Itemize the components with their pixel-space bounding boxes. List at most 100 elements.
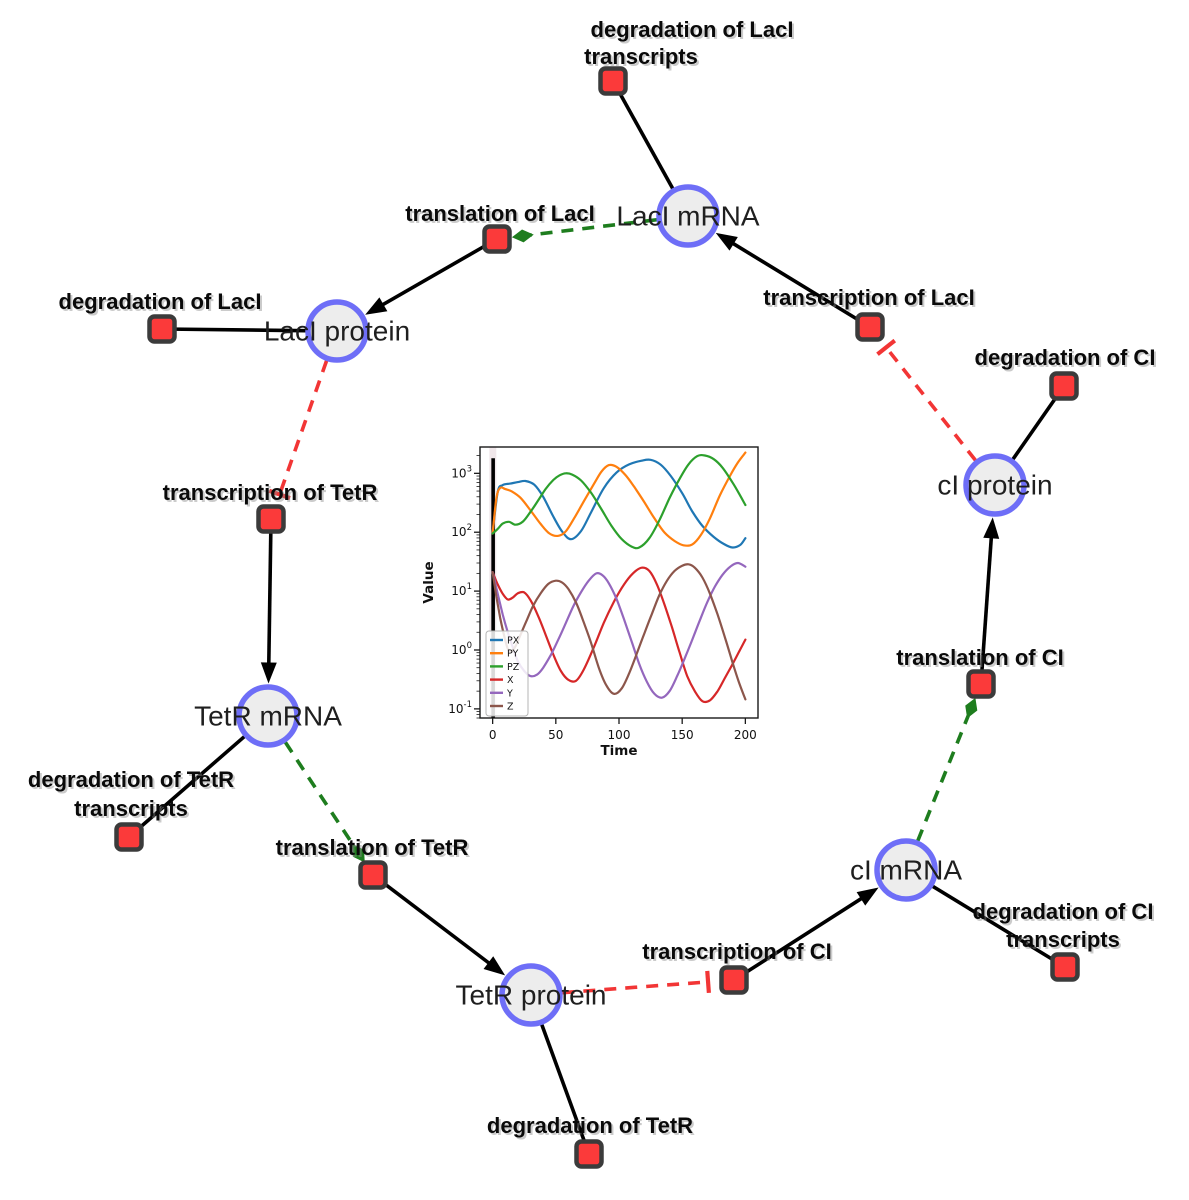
chart-series-PX xyxy=(491,458,747,549)
edge-tetr-mrna-tx-tetr xyxy=(260,518,277,684)
reaction-node-deg-laci[interactable] xyxy=(147,314,177,344)
chart-series-group xyxy=(491,451,747,704)
species-label-laci-mrna: LacI mRNA xyxy=(616,201,759,232)
edge-laci-mrna-transl-laci xyxy=(511,217,657,243)
chart-series-Z xyxy=(491,563,747,701)
reaction-label-deg-tetr-tx-line1: degradation of TetR xyxy=(28,767,234,792)
edge-tetr-protein-transl-tetr xyxy=(371,873,506,976)
reaction-node-deg-laci-tx[interactable] xyxy=(598,66,628,96)
reaction-node-deg-tetr-tx[interactable] xyxy=(114,822,144,852)
chart-y-axis: 10-1 100 101 102 103 xyxy=(448,455,480,719)
species-node-laci-protein[interactable] xyxy=(305,299,369,363)
arrowhead-icon xyxy=(483,956,506,976)
reaction-node-deg-ci-tx[interactable] xyxy=(1050,952,1080,982)
species-label-tetr-mrna: TetR mRNA xyxy=(194,701,342,732)
arrowhead-icon xyxy=(365,297,388,315)
reaction-label-tx-laci-line1: transcription of LacI xyxy=(763,285,974,310)
reaction-label-transl-ci-line1: translation of CI xyxy=(896,645,1063,670)
chart-series-PY xyxy=(491,451,747,547)
reaction-node-transl-laci[interactable] xyxy=(482,224,512,254)
inhibition-tee-icon xyxy=(876,338,897,356)
chart-legend-label-Z: Z xyxy=(507,702,514,713)
chart-x-tick-200: 200 xyxy=(734,728,757,742)
modifier-arrowhead-icon xyxy=(965,697,978,719)
edge-ci-protein-transl-ci xyxy=(979,517,1000,685)
edge-laci-mrna-deg-laci-tx xyxy=(611,80,675,190)
edge-tetr-mrna-transl-tetr xyxy=(283,741,365,863)
chart-y-tick-10e1: 101 xyxy=(451,582,472,598)
arrowhead-icon xyxy=(715,232,738,251)
chart-legend-label-X: X xyxy=(507,675,514,686)
reaction-label-transl-tetr-line1: translation of TetR xyxy=(276,835,469,860)
reaction-label-deg-ci-tx-line2: transcripts xyxy=(1006,927,1120,952)
edge-tetr-mrna-deg-tetr-tx xyxy=(127,735,246,839)
edge-ci-mrna-deg-ci-tx xyxy=(931,884,1066,969)
chart-legend-label-PZ: PZ xyxy=(507,662,520,673)
nodes-layer xyxy=(114,66,1080,1169)
reaction-label-deg-laci-tx-line1: degradation of LacI xyxy=(591,17,794,42)
reaction-node-deg-tetr[interactable] xyxy=(574,1139,604,1169)
species-node-ci-protein[interactable] xyxy=(963,453,1027,517)
chart-series-X xyxy=(491,566,747,704)
reaction-label-deg-tetr-line1: degradation of TetR xyxy=(487,1113,693,1138)
inhibition-tee-icon xyxy=(705,970,711,994)
chart-y-tick-10e2: 102 xyxy=(451,523,472,539)
reaction-label-deg-ci-tx-line1: degradation of CI xyxy=(973,899,1154,924)
arrowhead-icon xyxy=(856,887,879,906)
species-node-laci-mrna[interactable] xyxy=(656,184,720,248)
chart-xlabel: Time xyxy=(600,743,637,759)
reaction-label-deg-ci-line1: degradation of CI xyxy=(975,345,1156,370)
edge-ci-protein-tx-laci xyxy=(876,338,977,462)
chart-legend: PX PY PZ XYZ xyxy=(485,630,529,717)
reaction-label-deg-laci-tx-line2: transcripts xyxy=(584,44,698,69)
reaction-label-tx-ci-line1: transcription of CI xyxy=(642,939,831,964)
reaction-node-deg-ci[interactable] xyxy=(1049,371,1079,401)
chart-ylabel: Value xyxy=(421,561,437,603)
chart-y-tick-10e0: 100 xyxy=(451,641,472,657)
chart-y-tick-10e3: 103 xyxy=(451,464,472,480)
species-node-tetr-protein[interactable] xyxy=(499,963,563,1027)
species-label-tetr-protein: TetR protein xyxy=(456,980,607,1011)
chart-legend-label-PY: PY xyxy=(507,649,519,660)
arrowhead-icon xyxy=(983,517,1000,539)
chart-x-axis: 0 50 100 150 200 xyxy=(489,718,757,742)
chart-series-Y xyxy=(491,561,747,699)
modifier-arrowhead-icon xyxy=(511,229,534,243)
edge-laci-protein-tx-tetr xyxy=(268,360,329,501)
reaction-label-tx-tetr-line1: transcription of TetR xyxy=(163,480,378,505)
edge-tetr-protein-tx-ci xyxy=(562,970,711,995)
edge-ci-mrna-tx-ci xyxy=(733,887,879,982)
reaction-label-transl-laci-line1: translation of LacI xyxy=(405,201,594,226)
chart-x-tick-0: 0 xyxy=(489,728,497,742)
chart-x-tick-150: 150 xyxy=(671,728,694,742)
reaction-node-transl-ci[interactable] xyxy=(966,669,996,699)
reaction-node-transl-tetr[interactable] xyxy=(358,860,388,890)
chart-legend-label-PX: PX xyxy=(507,636,520,647)
chart-x-tick-50: 50 xyxy=(548,728,563,742)
arrowhead-icon xyxy=(260,662,277,684)
chart-series-PZ xyxy=(491,453,747,550)
edge-tetr-protein-deg-tetr xyxy=(540,1023,591,1155)
labels-layer: LacI mRNA LacI protein TetR mRNA TetR prote… xyxy=(28,17,1156,1138)
edge-laci-protein-deg-laci xyxy=(161,327,306,333)
species-label-ci-protein: cI protein xyxy=(937,470,1052,501)
chart-x-tick-100: 100 xyxy=(608,728,631,742)
reaction-node-tx-laci[interactable] xyxy=(855,312,885,342)
chart-layer: 0 50 100 150 20010-1100101102103TimeValuePXP… xyxy=(421,446,759,759)
edge-laci-mrna-tx-laci xyxy=(715,232,871,329)
reaction-label-deg-tetr-tx-line2: transcripts xyxy=(74,796,188,821)
reaction-node-tx-ci[interactable] xyxy=(719,965,749,995)
edge-laci-protein-transl-laci xyxy=(365,237,498,315)
species-node-ci-mrna[interactable] xyxy=(874,838,938,902)
species-label-ci-mrna: cI mRNA xyxy=(850,855,962,886)
edge-ci-mrna-transl-ci xyxy=(916,697,978,842)
chart-legend-label-Y: Y xyxy=(506,688,513,699)
modifier-arrowhead-icon xyxy=(352,844,365,863)
chart-y-tick-10e-1: 10-1 xyxy=(448,700,472,716)
reaction-node-tx-tetr[interactable] xyxy=(256,504,286,534)
species-label-laci-protein: LacI protein xyxy=(264,316,410,347)
reaction-label-deg-laci-line1: degradation of LacI xyxy=(59,289,262,314)
species-node-tetr-mrna[interactable] xyxy=(236,684,300,748)
